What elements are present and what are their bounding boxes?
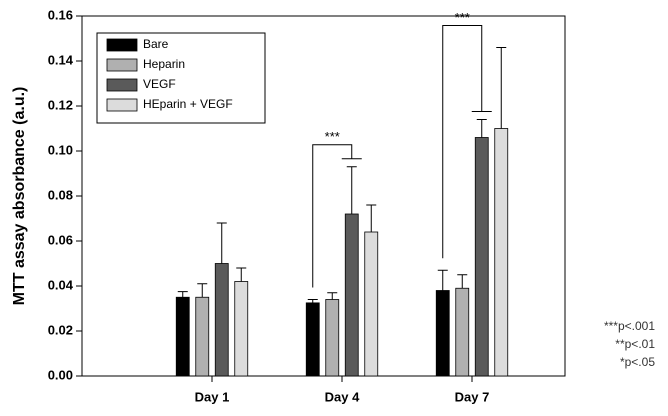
y-tick-label: 0.16 bbox=[48, 7, 73, 22]
legend-label: Heparin bbox=[143, 57, 185, 71]
bar bbox=[364, 231, 379, 377]
bar bbox=[305, 302, 320, 377]
bar bbox=[494, 128, 509, 377]
significance-label: *** bbox=[455, 10, 470, 25]
legend-label: Bare bbox=[143, 37, 169, 51]
y-tick-label: 0.04 bbox=[48, 277, 74, 292]
footnote: **p<.01 bbox=[615, 337, 655, 351]
x-tick-label: Day 1 bbox=[195, 389, 230, 404]
bar bbox=[455, 287, 470, 377]
legend-swatch bbox=[106, 58, 138, 72]
bar bbox=[325, 299, 340, 377]
y-tick-label: 0.08 bbox=[48, 187, 73, 202]
bar bbox=[214, 263, 229, 377]
legend-swatch bbox=[106, 78, 138, 92]
significance-label: *** bbox=[325, 129, 340, 144]
legend-label: HEparin + VEGF bbox=[143, 97, 233, 111]
bar bbox=[474, 137, 489, 377]
footnote: *p<.05 bbox=[620, 355, 655, 369]
footnote: ***p<.001 bbox=[604, 319, 655, 333]
x-tick-label: Day 4 bbox=[325, 389, 360, 404]
bar bbox=[234, 281, 249, 377]
bar bbox=[435, 290, 450, 377]
y-axis-title: MTT assay absorbance (a.u.) bbox=[11, 87, 28, 306]
y-tick-label: 0.10 bbox=[48, 142, 73, 157]
y-tick-label: 0.14 bbox=[48, 52, 74, 67]
y-tick-label: 0.12 bbox=[48, 97, 73, 112]
legend-label: VEGF bbox=[143, 77, 176, 91]
y-tick-label: 0.02 bbox=[48, 322, 73, 337]
significance-bracket bbox=[312, 144, 362, 288]
legend-swatch bbox=[106, 98, 138, 112]
legend-swatch bbox=[106, 38, 138, 52]
x-tick-label: Day 7 bbox=[455, 389, 490, 404]
y-tick-label: 0.06 bbox=[48, 232, 73, 247]
bar bbox=[195, 296, 210, 377]
significance-bracket bbox=[442, 25, 492, 259]
bar bbox=[344, 213, 359, 377]
bar bbox=[175, 296, 190, 377]
y-tick-label: 0.00 bbox=[48, 367, 73, 382]
